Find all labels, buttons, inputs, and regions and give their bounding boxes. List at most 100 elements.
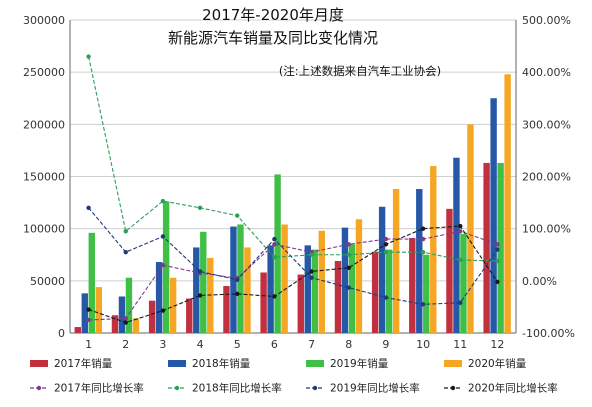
series-point xyxy=(309,275,314,280)
legend-label: 2019年同比增长率 xyxy=(330,382,420,395)
left-tick-label: 250000 xyxy=(23,66,65,79)
bar xyxy=(334,261,342,333)
series-point xyxy=(123,229,128,234)
series-point xyxy=(197,293,203,298)
series-point xyxy=(160,262,166,268)
bar xyxy=(230,226,237,333)
series-point xyxy=(420,302,426,307)
bar xyxy=(118,296,126,333)
series-point xyxy=(383,236,389,242)
left-tick-label: 50000 xyxy=(30,275,65,288)
legend-label: 2017年同比增长率 xyxy=(54,382,144,395)
series-point xyxy=(86,317,91,323)
series-point xyxy=(420,226,426,231)
series-point xyxy=(495,247,500,252)
right-tick-label: 500.00% xyxy=(522,14,571,27)
bar xyxy=(132,318,140,333)
bar xyxy=(297,274,304,333)
right-tick-label: 0.00% xyxy=(522,275,557,288)
series-point xyxy=(272,236,277,242)
bar-marks xyxy=(74,74,511,334)
series-point xyxy=(197,269,203,274)
bar xyxy=(416,189,423,333)
bar xyxy=(281,224,288,333)
x-axis-ticks: 1 2 3 4 5 6 7 8 9 10 11 12 xyxy=(85,338,504,351)
bar xyxy=(490,98,497,333)
series-point xyxy=(309,269,314,274)
series-point xyxy=(383,249,389,255)
bar xyxy=(311,249,318,333)
x-tick-label: 5 xyxy=(234,338,241,351)
series-point xyxy=(346,285,351,290)
bar xyxy=(111,315,119,333)
chart-note: (注:上述数据来自汽车工业协会) xyxy=(279,64,441,78)
series-point xyxy=(235,277,240,282)
bar xyxy=(125,277,133,333)
legend: 2017年销量 2018年销量 2019年销量 2020年销量 2017年同比增长率 20… xyxy=(30,357,558,395)
series-point xyxy=(86,205,91,210)
left-tick-label: 150000 xyxy=(23,171,65,184)
series-point xyxy=(272,294,277,299)
bar xyxy=(355,219,363,333)
legend-swatch xyxy=(444,360,462,367)
series-point xyxy=(346,252,351,257)
series-point xyxy=(495,258,500,264)
left-tick-label: 100000 xyxy=(23,223,65,236)
series-point xyxy=(160,198,166,204)
x-tick-label: 2 xyxy=(122,338,129,351)
legend-label: 2020年销量 xyxy=(468,357,527,370)
right-axis-ticks: -100.00% 0.00% 100.00% 200.00% 300.00% 400.00… xyxy=(522,14,575,340)
left-tick-label: 200000 xyxy=(23,118,65,131)
right-tick-label: 400.00% xyxy=(522,66,571,79)
series-point xyxy=(160,308,166,313)
legend-label: 2019年销量 xyxy=(330,357,389,370)
bar xyxy=(81,293,88,333)
series-point xyxy=(458,223,463,229)
series-line xyxy=(88,230,498,321)
left-tick-label: 0 xyxy=(58,327,65,340)
series-point xyxy=(123,316,128,321)
legend-swatch xyxy=(168,360,186,367)
legend-marker xyxy=(36,385,42,391)
bar xyxy=(267,245,274,333)
bar xyxy=(483,162,490,333)
bar xyxy=(460,233,467,333)
bar xyxy=(88,232,95,333)
bar xyxy=(341,227,349,333)
legend-marker xyxy=(312,385,318,391)
left-tick-label: 300000 xyxy=(23,14,65,27)
series-point xyxy=(235,291,240,297)
bar xyxy=(430,166,437,333)
x-tick-label: 11 xyxy=(453,338,467,351)
bar xyxy=(453,157,460,333)
series-point xyxy=(458,257,463,263)
x-tick-label: 3 xyxy=(159,338,166,351)
series-point xyxy=(123,249,128,255)
x-tick-label: 7 xyxy=(308,338,315,351)
bar xyxy=(169,277,177,333)
series-point xyxy=(160,234,166,239)
legend-swatch xyxy=(30,360,48,367)
bar xyxy=(371,251,379,333)
right-tick-label: 300.00% xyxy=(522,118,571,131)
bar xyxy=(148,300,156,333)
series-point xyxy=(272,242,277,247)
legend-label: 2018年同比增长率 xyxy=(192,382,282,395)
bar xyxy=(318,230,325,333)
x-tick-label: 8 xyxy=(345,338,352,351)
bar xyxy=(467,124,474,333)
bar xyxy=(244,247,251,333)
bar xyxy=(304,245,311,333)
legend-marker xyxy=(174,385,180,391)
bar xyxy=(193,247,200,333)
bar xyxy=(162,201,170,333)
bar xyxy=(423,254,430,333)
x-tick-label: 4 xyxy=(197,338,204,351)
grid-lines xyxy=(69,19,517,334)
x-tick-label: 1 xyxy=(85,338,92,351)
series-point xyxy=(86,54,91,59)
legend-label: 2020年同比增长率 xyxy=(468,382,558,395)
series-point xyxy=(383,295,389,300)
